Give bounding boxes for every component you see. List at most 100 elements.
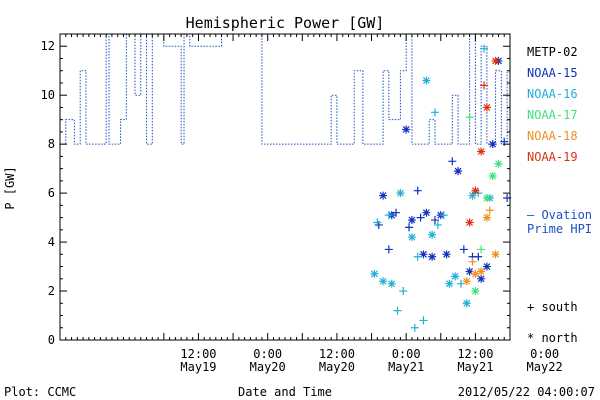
south-point: [459, 245, 468, 254]
y-tick-label: 2: [48, 284, 55, 298]
legend-entry: NOAA-15: [527, 66, 578, 80]
x-tick-date-label: May19: [180, 360, 216, 374]
legend-ovation: — Ovation: [527, 208, 592, 222]
south-point: [477, 245, 486, 254]
south-point: [468, 257, 477, 266]
legend-entry: NOAA-18: [527, 129, 578, 143]
plot-credit: Plot: CCMC: [4, 385, 76, 399]
south-point: [465, 113, 474, 122]
north-point: [477, 267, 486, 276]
south-point: [431, 108, 439, 117]
chart-title: Hemispheric Power [GW]: [186, 14, 385, 32]
x-tick-label: 12:00: [180, 347, 216, 361]
south-point: [384, 245, 393, 254]
timestamp: 2012/05/22 04:00:07: [458, 385, 595, 399]
x-tick-label: 0:00: [530, 347, 559, 361]
x-tick-label: 0:00: [392, 347, 421, 361]
north-point: [370, 269, 379, 278]
north-point: [482, 213, 491, 222]
x-tick-date-label: May21: [388, 360, 424, 374]
north-point: [422, 76, 431, 85]
north-point: [387, 279, 396, 288]
north-point: [462, 299, 471, 308]
north-point: [465, 218, 474, 227]
north-point: [419, 250, 428, 259]
y-tick-label: 6: [48, 186, 55, 200]
north-point: [396, 189, 405, 198]
south-point: [433, 220, 442, 229]
north-point: [428, 252, 437, 261]
north-point: [477, 147, 486, 156]
y-tick-label: 12: [41, 39, 55, 53]
south-point: [410, 323, 419, 332]
south-point: [413, 186, 422, 195]
legend-north: * north: [527, 331, 578, 345]
y-tick-label: 4: [48, 235, 55, 249]
north-point: [482, 262, 491, 271]
south-point: [431, 216, 439, 225]
north-point: [454, 167, 463, 176]
north-point: [445, 279, 454, 288]
north-point: [379, 277, 388, 286]
north-point: [491, 250, 500, 259]
x-tick-date-label: May22: [527, 360, 563, 374]
south-point: [405, 223, 414, 232]
x-tick-date-label: May21: [457, 360, 493, 374]
north-point: [407, 233, 416, 242]
north-point: [465, 267, 474, 276]
x-tick-date-label: May20: [250, 360, 286, 374]
south-point: [448, 157, 457, 166]
north-point: [494, 159, 503, 168]
north-point: [407, 216, 416, 225]
legend-entry: NOAA-19: [527, 150, 578, 164]
north-point: [471, 269, 480, 278]
north-point: [482, 194, 491, 203]
legend-entry: NOAA-16: [527, 87, 578, 101]
north-point: [402, 125, 411, 134]
ovation-prime-line: [60, 33, 508, 145]
ovation-step-line: [60, 33, 508, 145]
x-tick-date-label: May20: [319, 360, 355, 374]
north-point: [488, 140, 497, 149]
legend-entry: METP-02: [527, 45, 578, 59]
south-point: [393, 306, 402, 315]
south-point: [439, 211, 448, 220]
legend-entry: NOAA-17: [527, 108, 578, 122]
south-point: [399, 287, 408, 296]
x-axis-label: Date and Time: [238, 385, 332, 399]
legend: METP-02 NOAA-15 NOAA-16 NOAA-17 NOAA-18 NOAA-…: [527, 45, 578, 164]
north-point: [491, 56, 500, 65]
y-tick-label: 10: [41, 88, 55, 102]
south-point: [384, 211, 393, 220]
north-point: [477, 274, 486, 283]
y-axis-label: P [GW]: [3, 166, 17, 209]
y-tick-label: 8: [48, 137, 55, 151]
south-point: [480, 81, 489, 90]
plot-frame: [59, 33, 511, 341]
x-tick-label: 12:00: [319, 347, 355, 361]
x-tick-label: 0:00: [253, 347, 282, 361]
legend-south: + south: [527, 300, 578, 314]
north-point: [428, 230, 437, 239]
satellite-points: [370, 44, 512, 332]
south-point: [474, 252, 483, 261]
north-point: [488, 171, 497, 180]
south-point: [485, 206, 494, 215]
north-point: [462, 277, 471, 286]
x-tick-label: 12:00: [457, 347, 493, 361]
north-point: [451, 272, 460, 281]
north-point: [422, 208, 431, 217]
south-point: [416, 213, 425, 222]
north-point: [468, 191, 477, 200]
north-point: [442, 250, 451, 259]
south-point: [480, 44, 489, 53]
legend-ovation-2: Prime HPI: [527, 222, 592, 236]
north-point: [379, 191, 388, 200]
y-tick-label: 0: [48, 333, 55, 347]
north-point: [471, 287, 480, 296]
south-point: [392, 208, 401, 217]
north-point: [471, 186, 480, 195]
axes: 02468101212:00May190:00May2012:00May200:…: [41, 33, 563, 374]
south-point: [413, 252, 422, 261]
